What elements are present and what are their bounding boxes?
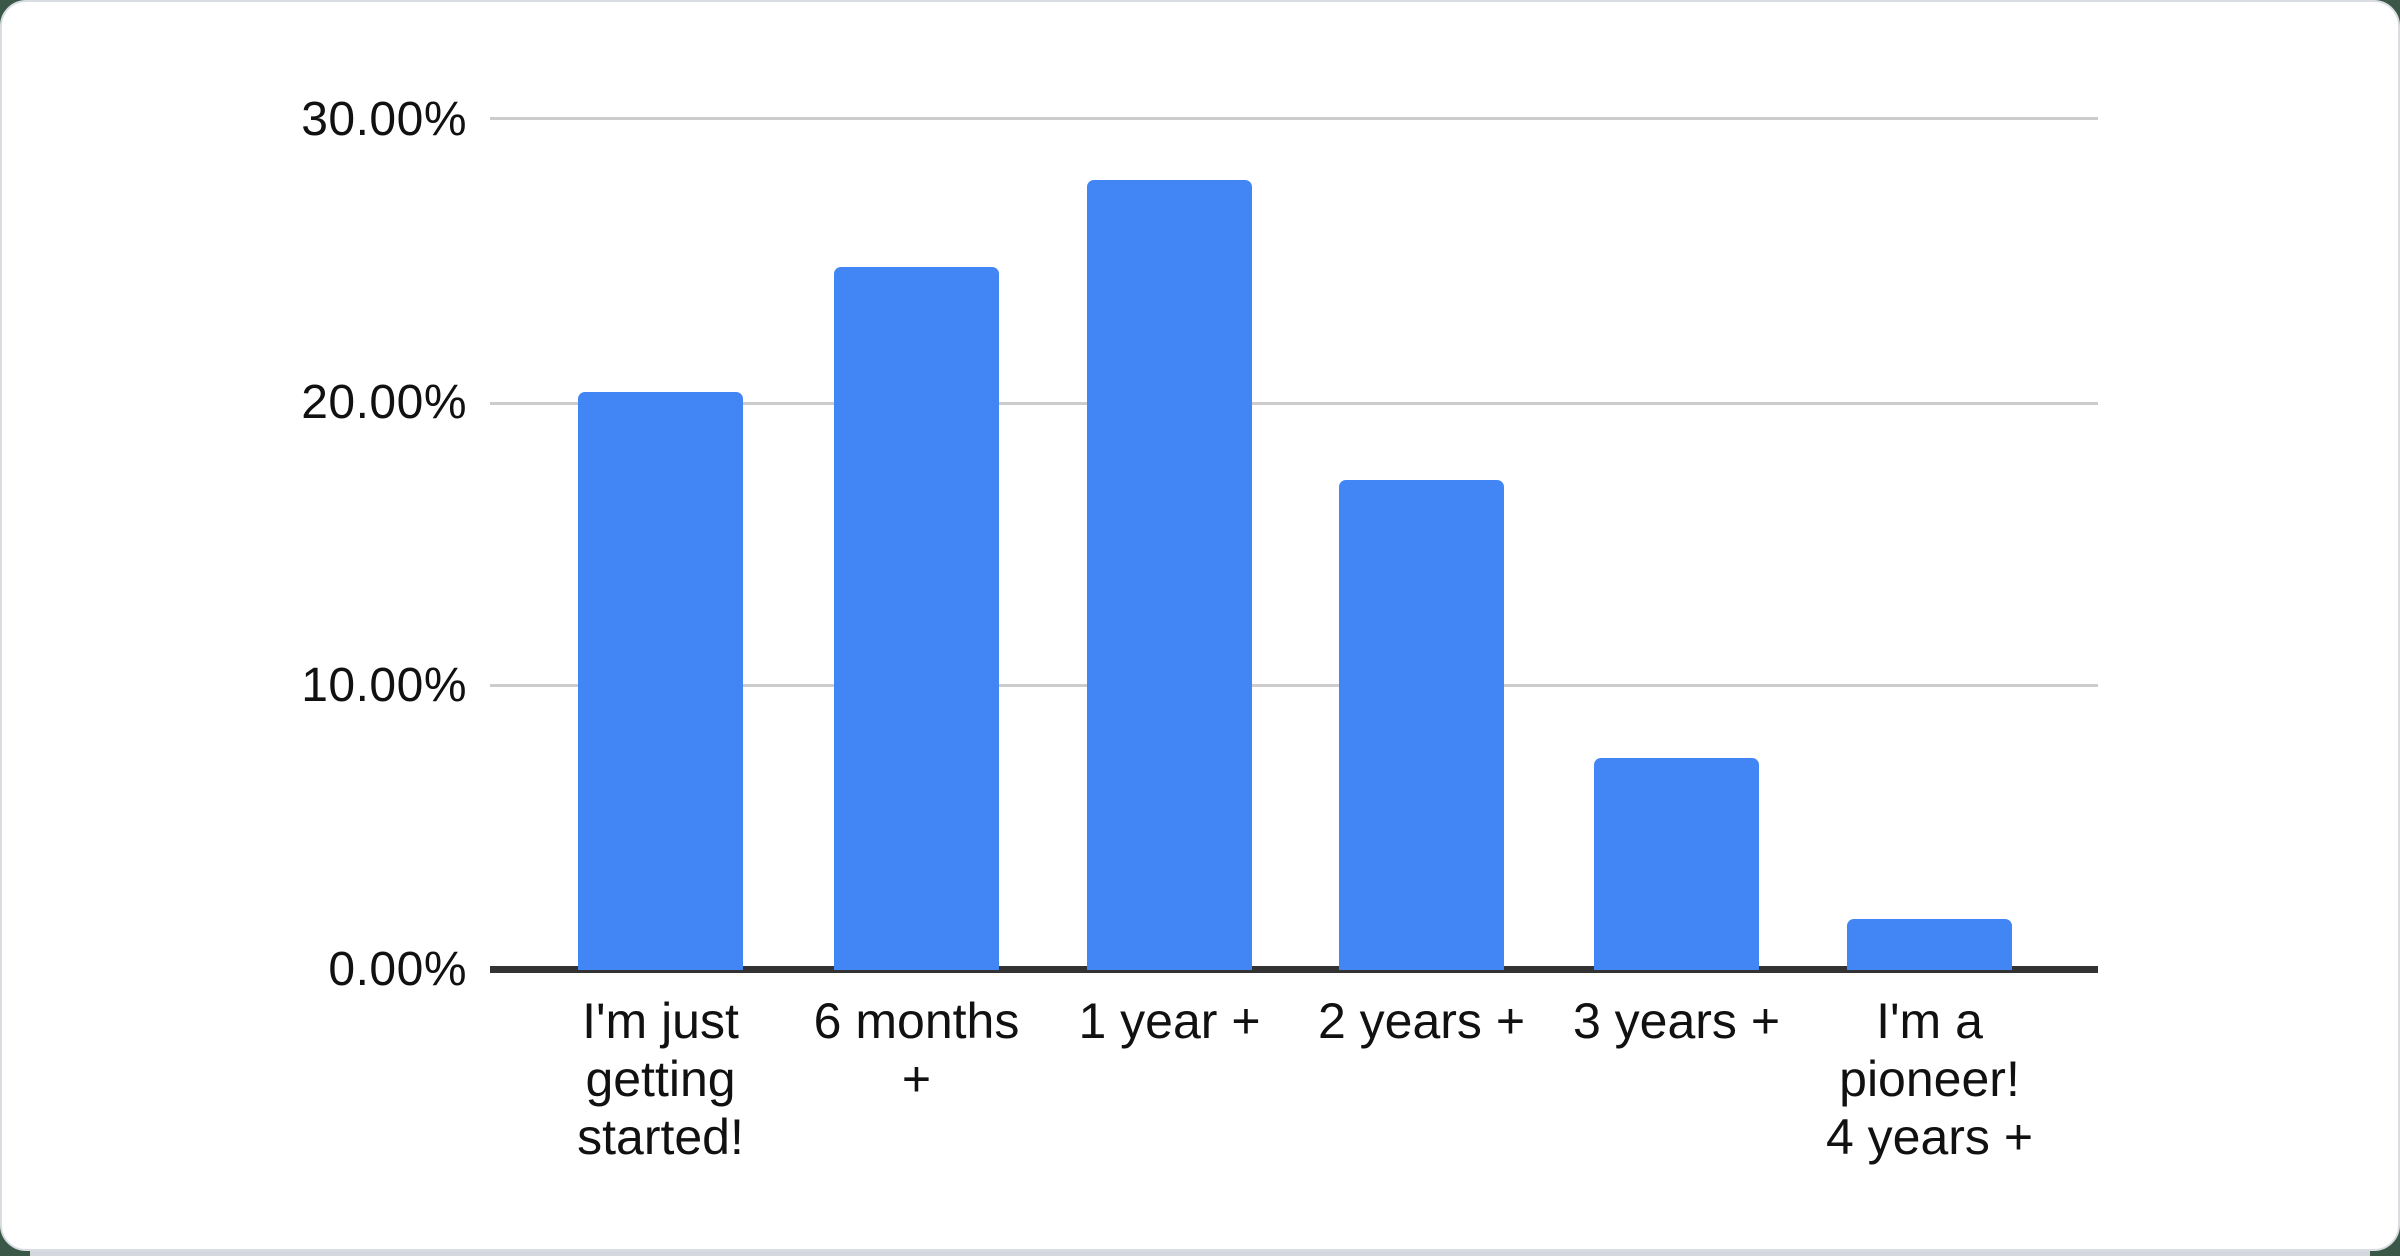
x-tick-label-6-months-plus: 6 months + bbox=[813, 993, 1020, 1107]
y-tick-label-0: 0.00% bbox=[328, 943, 467, 996]
bar-2-years-plus bbox=[1339, 479, 1504, 970]
x-tick-label-im-a-pioneer-4-years-plus: I'm a pioneer! 4 years + bbox=[1825, 993, 2034, 1165]
bar-3-years-plus bbox=[1594, 757, 1759, 970]
x-tick-label-3-years-plus: 3 years + bbox=[1572, 993, 1781, 1049]
x-tick-label-2-years-plus: 2 years + bbox=[1317, 993, 1526, 1049]
bar-1-year-plus bbox=[1087, 179, 1252, 970]
gridline-20 bbox=[490, 402, 2098, 405]
x-axis-line bbox=[490, 966, 2098, 973]
x-tick-label-1-year-plus: 1 year + bbox=[1078, 993, 1261, 1049]
y-tick-label-30: 30.00% bbox=[301, 93, 467, 146]
x-tick-label-im-just-getting-started: I'm just getting started! bbox=[577, 993, 744, 1165]
bar-6-months-plus bbox=[834, 267, 999, 970]
y-tick-label-10: 10.00% bbox=[301, 659, 467, 712]
gridline-30 bbox=[490, 117, 2098, 120]
bar-im-just-getting-started bbox=[578, 392, 743, 970]
gridline-10 bbox=[490, 684, 2098, 687]
bottom-edge-strip bbox=[30, 1250, 2370, 1256]
bar-im-a-pioneer-4-years-plus bbox=[1847, 919, 2012, 970]
y-tick-label-20: 20.00% bbox=[301, 376, 467, 429]
